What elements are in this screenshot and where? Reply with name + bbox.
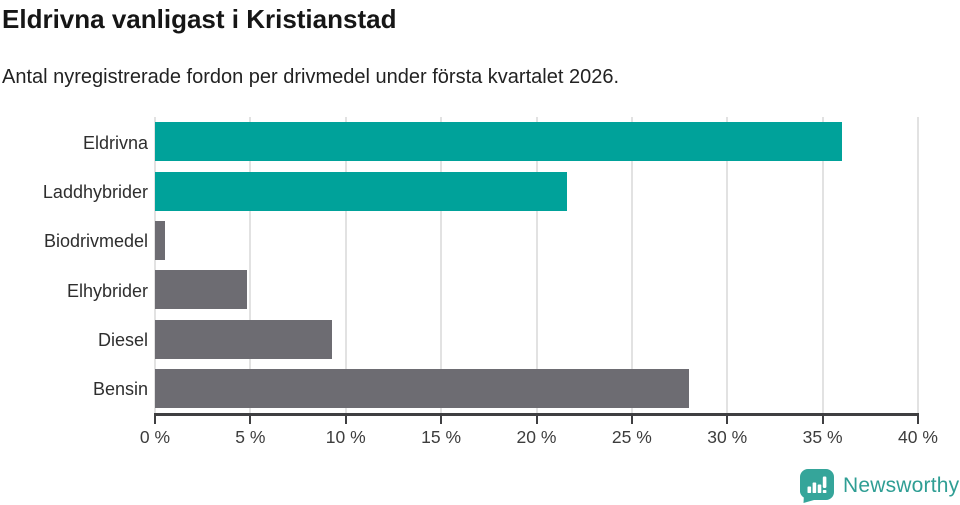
x-axis-tick-35 — [821, 416, 824, 424]
x-tick-label-5: 5 % — [235, 427, 266, 447]
x-axis-tick-30 — [726, 416, 729, 424]
x-tick-label-35: 35 % — [802, 427, 843, 447]
x-tick-label-15: 15 % — [421, 427, 462, 447]
page-title: Eldrivna vanligast i Kristianstad — [2, 4, 397, 34]
bar-biodrivmedel — [155, 220, 165, 260]
gridline-30 — [726, 117, 729, 413]
bar-eldrivna — [155, 122, 842, 162]
category-label-laddhybrider: Laddhybrider — [42, 182, 148, 202]
category-label-biodrivmedel: Biodrivmedel — [43, 231, 148, 252]
x-axis-tick-0 — [154, 416, 156, 424]
gridline-25 — [630, 117, 633, 413]
x-axis-tick-15 — [440, 416, 443, 424]
gridline-5 — [249, 117, 252, 413]
x-tick-label-40: 40 % — [898, 427, 938, 447]
x-axis-tick-25 — [630, 416, 633, 424]
x-axis-tick-5 — [249, 416, 252, 424]
gridline-35 — [821, 117, 824, 413]
x-axis-tick-10 — [344, 416, 347, 424]
bar-laddhybrider — [155, 171, 568, 211]
x-tick-label-20: 20 % — [516, 427, 557, 447]
gridline-40 — [917, 117, 919, 413]
category-label-eldrivna: Eldrivna — [82, 132, 148, 153]
category-label-elhybrider: Elhybrider — [66, 280, 148, 301]
x-axis-tick-20 — [535, 416, 538, 424]
x-tick-label-10: 10 % — [325, 427, 366, 447]
x-tick-label-25: 25 % — [611, 427, 652, 447]
x-tick-label-30: 30 % — [707, 427, 748, 447]
x-axis-tick-40 — [917, 416, 919, 424]
gridline-0 — [154, 117, 156, 413]
bar-elhybrider — [155, 270, 247, 310]
gridline-10 — [344, 117, 347, 413]
newsworthy-logo[interactable]: Newsworthy — [800, 469, 959, 503]
bar-chart-plot-area — [154, 117, 919, 413]
newsworthy-logo-icon — [800, 469, 834, 503]
x-tick-label-0: 0 % — [139, 427, 171, 447]
x-axis-line — [154, 413, 919, 416]
bar-bensin — [155, 368, 690, 408]
gridline-20 — [535, 117, 538, 413]
gridline-15 — [440, 117, 443, 413]
bar-diesel — [155, 319, 333, 359]
category-label-bensin: Bensin — [92, 379, 148, 400]
category-label-diesel: Diesel — [97, 330, 148, 350]
newsworthy-wordmark: Newsworthy — [843, 474, 960, 497]
chart-subtitle: Antal nyregistrerade fordon per drivmede… — [2, 66, 620, 88]
